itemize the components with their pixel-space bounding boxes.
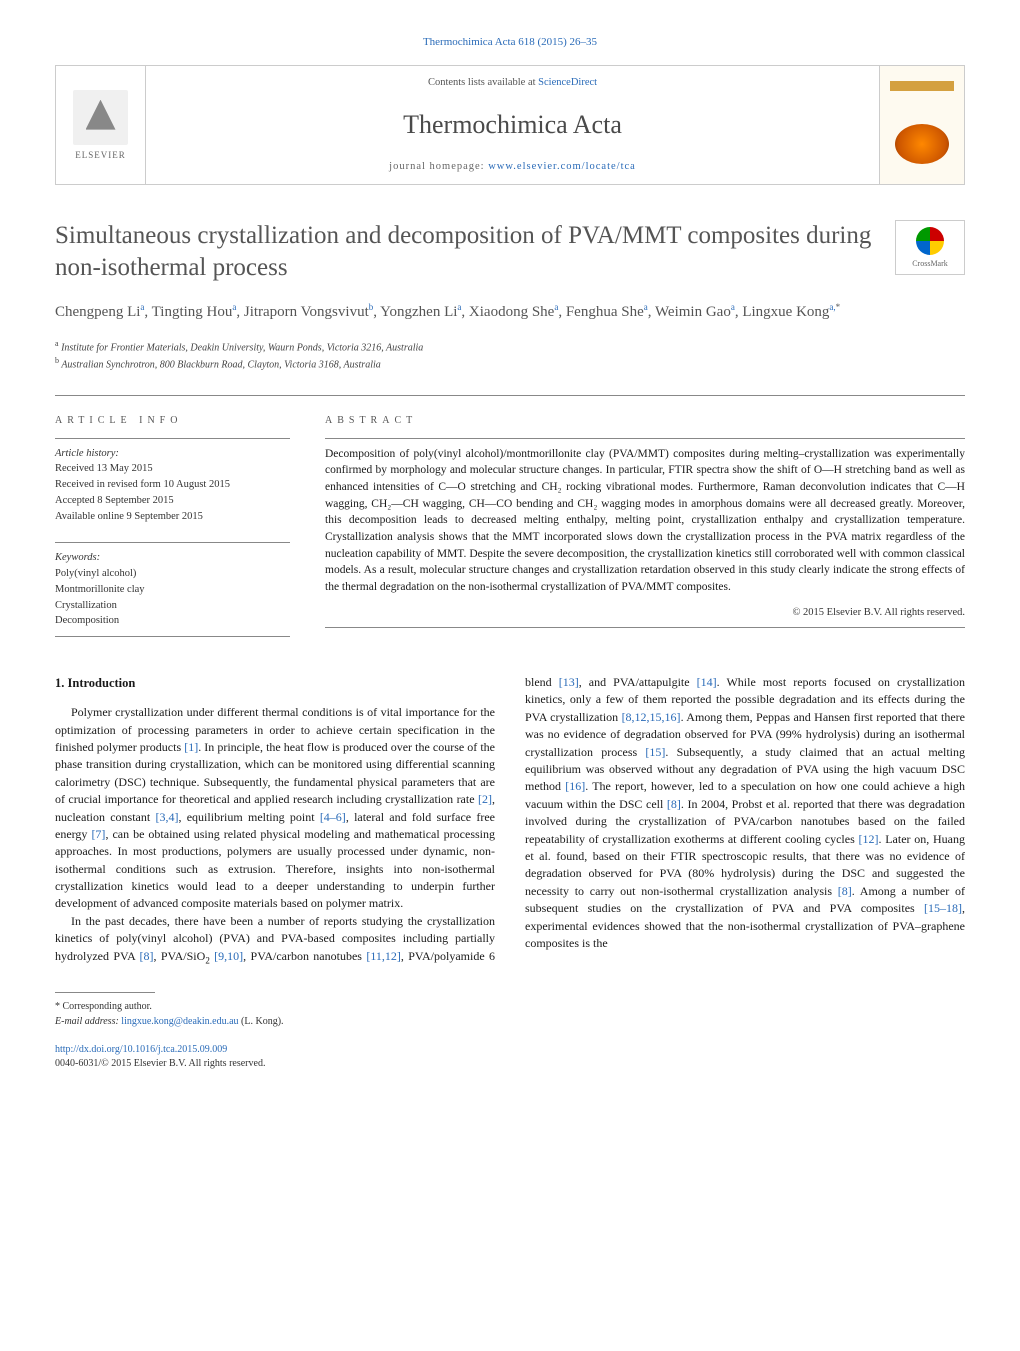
article-title: Simultaneous crystallization and decompo… [55, 220, 875, 283]
keyword: Montmorillonite clay [55, 582, 290, 598]
journal-header-box: ELSEVIER Contents lists available at Sci… [55, 65, 965, 185]
elsevier-tree-icon [73, 90, 128, 145]
crossmark-icon [916, 227, 944, 255]
citation[interactable]: [1] [184, 740, 198, 754]
journal-name: Thermochimica Acta [403, 107, 622, 143]
affiliation-b: Australian Synchrotron, 800 Blackburn Ro… [61, 360, 380, 371]
keywords-heading: Keywords: [55, 550, 290, 566]
citation[interactable]: [16] [565, 779, 585, 793]
issn-line: 0040-6031/© 2015 Elsevier B.V. All right… [55, 1058, 265, 1069]
citation[interactable]: [15–18] [924, 901, 962, 915]
abstract-label: abstract [325, 414, 965, 428]
citation[interactable]: [15] [645, 745, 665, 759]
info-divider [55, 636, 290, 637]
abstract-text: Decomposition of poly(vinyl alcohol)/mon… [325, 446, 965, 596]
citation[interactable]: [8] [838, 884, 852, 898]
citation[interactable]: [9,10] [214, 949, 243, 963]
history-heading: Article history: [55, 446, 290, 462]
corr-star-line: * Corresponding author. [55, 999, 965, 1014]
contents-line: Contents lists available at ScienceDirec… [428, 76, 597, 91]
info-divider [55, 542, 290, 543]
authors-line: Chengpeng Lia, Tingting Houa, Jitraporn … [55, 301, 965, 323]
affiliations: a Institute for Frontier Materials, Deak… [55, 338, 965, 373]
homepage-link[interactable]: www.elsevier.com/locate/tca [488, 161, 636, 172]
citation[interactable]: [2] [478, 792, 492, 806]
abstract-column: abstract Decomposition of poly(vinyl alc… [325, 414, 965, 645]
corr-email-link[interactable]: lingxue.kong@deakin.edu.au [121, 1016, 238, 1027]
elsevier-label: ELSEVIER [75, 149, 126, 162]
contents-prefix: Contents lists available at [428, 77, 538, 88]
crossmark-badge[interactable]: CrossMark [895, 220, 965, 275]
citation[interactable]: [3,4] [155, 810, 178, 824]
journal-cover-thumb [879, 66, 964, 184]
citation[interactable]: [12] [859, 832, 879, 846]
corresponding-author: * Corresponding author. E-mail address: … [55, 999, 965, 1029]
running-header: Thermochimica Acta 618 (2015) 26–35 [55, 35, 965, 50]
header-center: Contents lists available at ScienceDirec… [146, 66, 879, 184]
doi-block: http://dx.doi.org/10.1016/j.tca.2015.09.… [55, 1043, 965, 1071]
footnote-separator [55, 992, 155, 993]
info-label: article info [55, 414, 290, 428]
citation[interactable]: [7] [91, 827, 105, 841]
citation[interactable]: [13] [559, 675, 579, 689]
homepage-prefix: journal homepage: [389, 161, 488, 172]
keyword: Crystallization [55, 598, 290, 614]
history-received: Received 13 May 2015 [55, 461, 290, 477]
citation[interactable]: [14] [697, 675, 717, 689]
keywords-block: Keywords: Poly(vinyl alcohol) Montmorill… [55, 550, 290, 629]
affiliation-a: Institute for Frontier Materials, Deakin… [61, 342, 423, 353]
info-divider [325, 627, 965, 628]
keyword: Poly(vinyl alcohol) [55, 566, 290, 582]
keyword: Decomposition [55, 613, 290, 629]
corr-name: (L. Kong). [241, 1016, 284, 1027]
citation[interactable]: [8] [667, 797, 681, 811]
history-accepted: Accepted 8 September 2015 [55, 493, 290, 509]
citation[interactable]: [11,12] [366, 949, 401, 963]
info-divider [55, 438, 290, 439]
sciencedirect-link[interactable]: ScienceDirect [538, 77, 597, 88]
citation[interactable]: [4–6] [320, 810, 346, 824]
info-divider [325, 438, 965, 439]
intro-para-1: Polymer crystallization under different … [55, 704, 495, 913]
email-label: E-mail address: [55, 1016, 119, 1027]
citation[interactable]: [8] [139, 949, 153, 963]
divider [55, 395, 965, 396]
doi-link[interactable]: http://dx.doi.org/10.1016/j.tca.2015.09.… [55, 1044, 227, 1055]
intro-heading: 1. Introduction [55, 674, 495, 692]
copyright-line: © 2015 Elsevier B.V. All rights reserved… [325, 606, 965, 621]
homepage-line: journal homepage: www.elsevier.com/locat… [389, 160, 636, 175]
elsevier-logo: ELSEVIER [56, 66, 146, 184]
history-online: Available online 9 September 2015 [55, 509, 290, 525]
article-info-column: article info Article history: Received 1… [55, 414, 290, 645]
history-revised: Received in revised form 10 August 2015 [55, 477, 290, 493]
crossmark-label: CrossMark [912, 258, 948, 269]
citation[interactable]: [8,12,15,16] [622, 710, 681, 724]
body-columns: 1. Introduction Polymer crystallization … [55, 674, 965, 967]
history-block: Article history: Received 13 May 2015 Re… [55, 446, 290, 525]
